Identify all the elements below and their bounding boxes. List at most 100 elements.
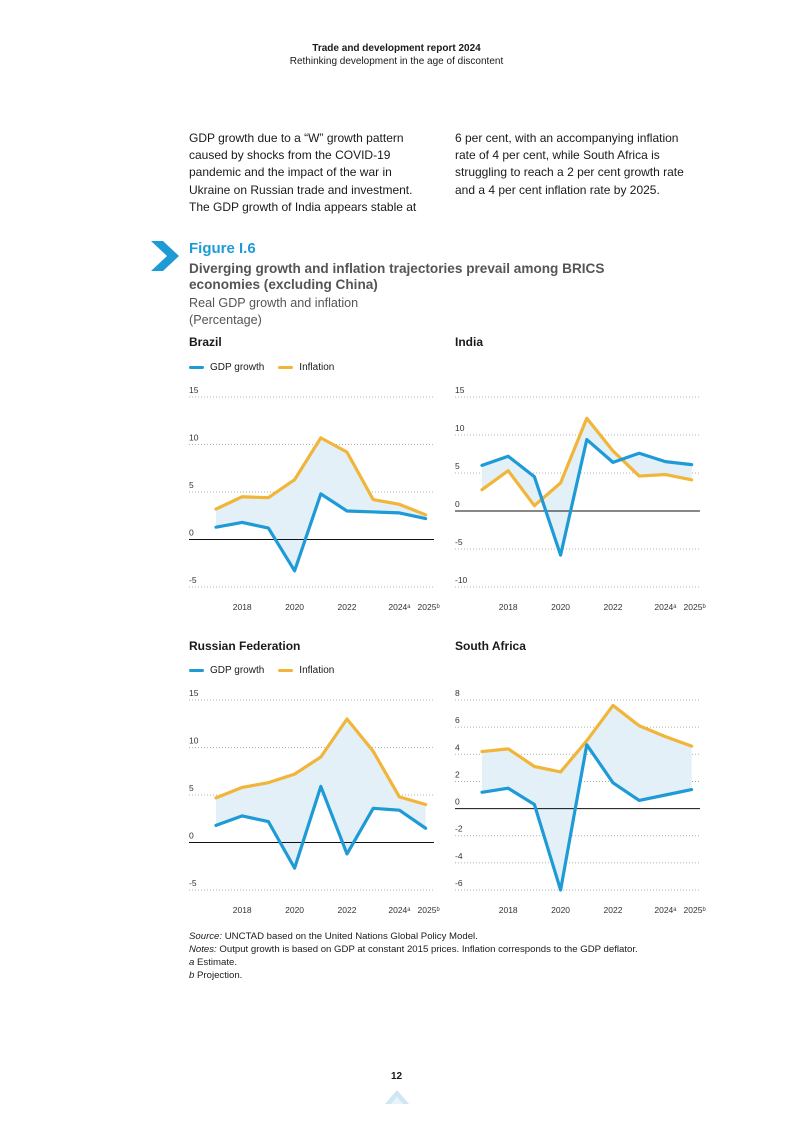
figure-subtitle-text: Real GDP growth and inflation [189, 296, 359, 310]
x-tick-label: 2022 [604, 602, 623, 612]
y-tick-label: 2 [455, 769, 460, 779]
y-tick-label: -5 [189, 575, 197, 585]
footnote-b-label: b [189, 970, 195, 981]
x-tick-label: 2020 [551, 602, 570, 612]
x-tick-label: 2025ᵇ [684, 602, 706, 612]
x-tick-label: 2024ᵃ [654, 602, 677, 612]
x-tick-label: 2025ᵇ [418, 602, 440, 612]
text-line: and a 4 per cent inflation rate by 2025. [455, 182, 660, 197]
x-tick-label: 2025ᵇ [418, 905, 440, 915]
footnote-a-text: Estimate. [194, 957, 237, 968]
body-text-column-1: GDP growth due to a “W” growth pattern c… [189, 130, 429, 216]
footnote-a: a Estimate. [189, 956, 638, 969]
inflation-line [480, 416, 694, 508]
notes-label: Notes: [189, 944, 217, 955]
text-line: rate of 4 per cent, while South Africa i… [455, 148, 660, 163]
footnote-b: b Projection. [189, 969, 638, 982]
text-line: caused by shocks from the COVID-19 [189, 148, 391, 163]
footnote-a-label: a [189, 957, 195, 968]
y-tick-label: 5 [189, 783, 194, 793]
inflation-line [480, 703, 694, 774]
gdp-growth-line [480, 437, 694, 557]
figure-number: Figure I.6 [189, 240, 256, 257]
notes-note: Notes: Output growth is based on GDP at … [189, 943, 638, 956]
legend-gdp-swatch [189, 669, 204, 672]
text-line: GDP growth due to a “W” growth pattern [189, 131, 404, 145]
y-tick-label: -5 [455, 537, 463, 547]
gap-area [216, 437, 426, 571]
scroll-to-top-icon[interactable] [385, 1090, 409, 1110]
legend-inflation-swatch [278, 366, 294, 369]
panel-title-south-africa: South Africa [455, 639, 526, 653]
inflation-line [214, 436, 428, 517]
legend-gdp-label: GDP growth [210, 362, 265, 373]
figure-title: Diverging growth and inflation trajector… [189, 261, 659, 293]
legend-inflation-swatch [278, 669, 294, 672]
x-tick-label: 2018 [499, 602, 518, 612]
source-text: UNCTAD based on the United Nations Globa… [222, 931, 478, 942]
y-tick-label: 5 [455, 461, 460, 471]
y-tick-label: 8 [455, 688, 460, 698]
footnote-b-text: Projection. [194, 970, 243, 981]
x-tick-label: 2022 [604, 905, 623, 915]
y-tick-label: 15 [455, 385, 465, 395]
y-tick-label: 15 [189, 688, 199, 698]
text-line: 6 per cent, with an accompanying inflati… [455, 131, 679, 145]
x-tick-label: 2022 [338, 602, 357, 612]
y-tick-label: 0 [189, 528, 194, 538]
panel-title-india: India [455, 335, 484, 349]
chart-brazil: 15 10 5 0 -5 2018 2020 2022 2024ᵃ 2025ᵇ [189, 385, 440, 612]
gdp-growth-line [480, 743, 694, 892]
text-line: pandemic and the impact of the war in [189, 165, 392, 180]
x-tick-label: 2025ᵇ [684, 905, 706, 915]
y-tick-label: -6 [455, 878, 463, 888]
chart-russia: 15 10 5 0 -5 2018 2020 2022 2024ᵃ 2025ᵇ [189, 688, 440, 915]
y-tick-label: -2 [455, 824, 463, 834]
legend-gdp-swatch [189, 366, 204, 369]
gap-area [482, 705, 692, 890]
chart-legend: GDP growth Inflation [189, 665, 342, 676]
figure-subtitle: Real GDP growth and inflation (Percentag… [189, 295, 358, 329]
y-tick-label: 15 [189, 385, 199, 395]
panel-title-brazil: Brazil [189, 335, 222, 349]
gdp-growth-line [214, 784, 428, 870]
y-tick-label: 6 [455, 715, 460, 725]
y-tick-label: 5 [189, 480, 194, 490]
x-tick-label: 2018 [499, 905, 518, 915]
y-tick-label: 10 [455, 423, 465, 433]
page-number: 12 [390, 1071, 403, 1082]
x-tick-label: 2020 [285, 905, 304, 915]
figure-title-line: economies (excluding China) [189, 277, 378, 292]
y-tick-label: 0 [455, 797, 460, 807]
text-line: struggling to reach a 2 per cent growth … [455, 165, 684, 180]
x-tick-label: 2020 [551, 905, 570, 915]
y-tick-label: 0 [189, 831, 194, 841]
y-tick-label: -4 [455, 851, 463, 861]
x-tick-label: 2024ᵃ [388, 905, 411, 915]
y-tick-label: 0 [455, 499, 460, 509]
report-title: Trade and development report 2024 [312, 43, 481, 54]
chevron-right-icon [151, 241, 179, 271]
panel-title-russia: Russian Federation [189, 639, 301, 653]
chart-south-africa: 8 6 4 2 0 -2 -4 -6 2018 2020 2022 2024ᵃ 2025ᵇ [455, 688, 706, 915]
x-tick-label: 2018 [233, 905, 252, 915]
gap-area [216, 719, 426, 869]
figure-unit: (Percentage) [189, 313, 262, 327]
y-tick-label: 4 [455, 742, 460, 752]
y-tick-label: -10 [455, 575, 468, 585]
text-line: The GDP growth of India appears stable a… [189, 199, 417, 214]
legend-gdp-label: GDP growth [210, 665, 265, 676]
y-tick-label: 10 [189, 433, 199, 443]
figure-title-line: Diverging growth and inflation trajector… [189, 261, 605, 276]
source-note: Source: UNCTAD based on the United Natio… [189, 930, 638, 943]
y-tick-label: -5 [189, 878, 197, 888]
gap-area [482, 418, 692, 556]
inflation-line [214, 717, 428, 807]
report-subtitle: Rethinking development in the age of dis… [289, 56, 504, 67]
body-text-column-2: 6 per cent, with an accompanying inflati… [455, 130, 695, 199]
figure-notes: Source: UNCTAD based on the United Natio… [189, 930, 638, 982]
notes-text: Output growth is based on GDP at constan… [216, 944, 638, 955]
legend-inflation-label: Inflation [299, 362, 335, 373]
x-tick-label: 2018 [233, 602, 252, 612]
page-header: Trade and development report 2024 Rethin… [0, 42, 793, 68]
